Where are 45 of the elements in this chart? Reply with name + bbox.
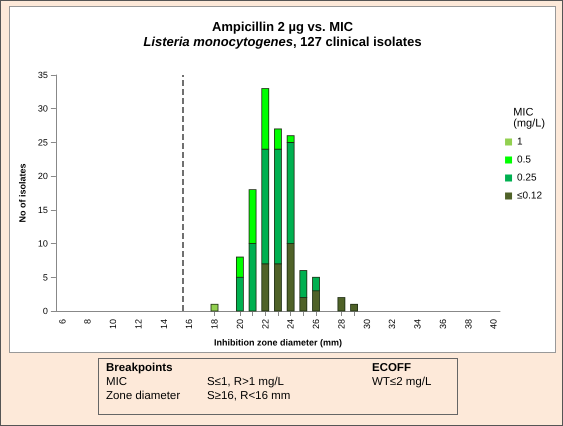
y-tick-label: 15 [38, 204, 48, 215]
x-tick-label: 8 [82, 319, 93, 324]
text: Breakpoints [106, 362, 172, 374]
bar [210, 304, 218, 312]
y-axis-title: No of isolates [18, 163, 28, 223]
y-tick-label: 0 [42, 306, 48, 316]
text: S≤1, R>1 mg/L [207, 376, 284, 388]
x-tick-label: 14 [158, 319, 169, 330]
x-tick-label: 6 [57, 319, 68, 324]
x-tick-label: 10 [108, 319, 118, 330]
y-tick-label: 5 [42, 272, 48, 282]
x-tick-label: 24 [286, 319, 296, 330]
legend-label: 0.5 [517, 154, 532, 166]
x-tick-label: 20 [234, 319, 245, 330]
x-tick-label: 38 [463, 319, 474, 330]
y-tick-label: 10 [38, 238, 48, 249]
x-tick-label: 12 [133, 319, 144, 330]
y-tick-label: 25 [38, 137, 48, 148]
legend-label: ≤0.12 [517, 190, 542, 202]
legend-label: 0.25 [517, 172, 537, 184]
y-tick-label: 20 [38, 171, 48, 182]
text: WT≤2 mg/L [372, 376, 432, 388]
legend-title: MIC (mg/L) [513, 106, 545, 130]
legend-label: 1 [517, 136, 524, 148]
y-tick-label: 35 [38, 70, 48, 80]
bar [337, 297, 346, 312]
x-tick-label: 22 [260, 319, 270, 330]
x-tick-label: 30 [362, 319, 372, 330]
x-tick-label: 16 [184, 319, 194, 330]
y-tick-label: 30 [38, 104, 48, 114]
x-tick-label: 28 [336, 319, 346, 330]
bar [350, 304, 358, 312]
text: ECOFF [372, 362, 411, 374]
x-axis-title: Inhibition zone diameter (mm) [214, 338, 342, 348]
x-tick-label: 40 [488, 319, 499, 330]
x-tick-label: 34 [412, 319, 423, 330]
text: S≥16, R<16 mm [207, 390, 290, 402]
text: MIC [106, 376, 128, 388]
x-tick-label: 18 [210, 319, 220, 330]
chart-title: Ampicillin 2 µg vs. MIC [212, 19, 354, 34]
x-tick-label: 26 [311, 319, 322, 330]
x-tick-label: 32 [387, 319, 398, 330]
text: Zone diameter [106, 390, 180, 402]
chart-subtitle: Listeria monocytogenes, 127 clinical isolates [143, 34, 422, 49]
x-tick-label: 36 [438, 319, 448, 330]
